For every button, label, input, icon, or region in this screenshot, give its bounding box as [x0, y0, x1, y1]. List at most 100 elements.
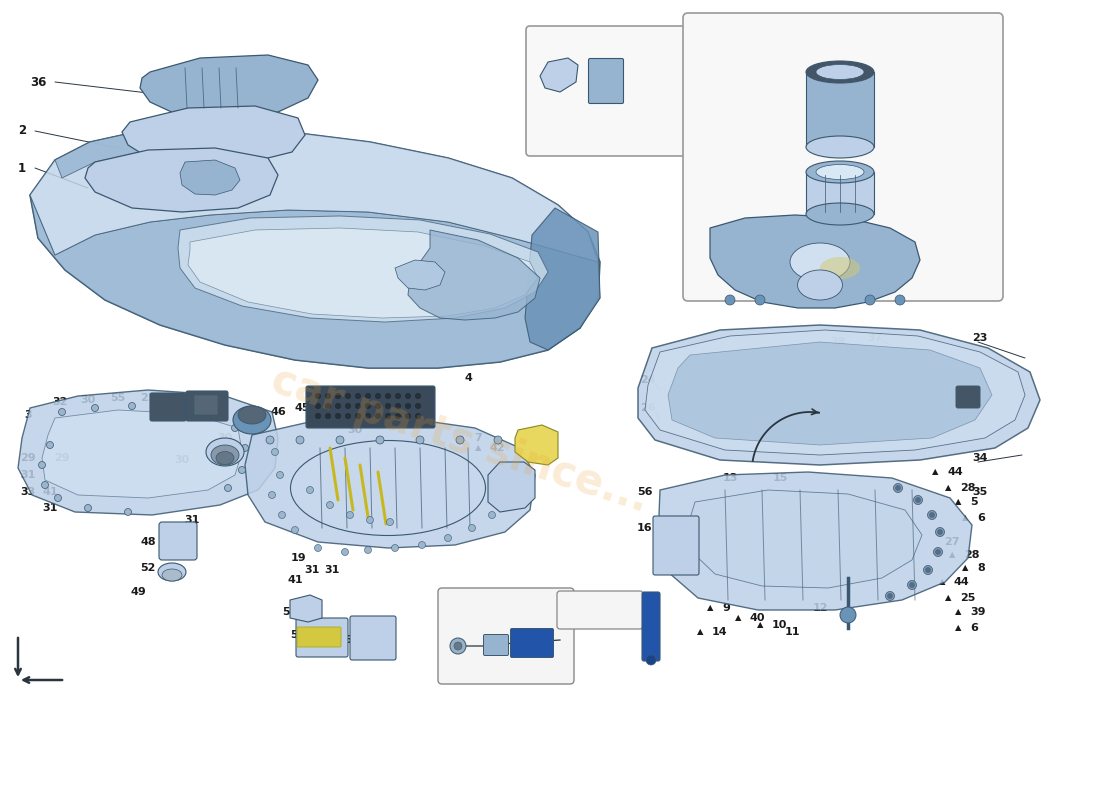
Circle shape: [895, 295, 905, 305]
Text: 46: 46: [271, 407, 286, 417]
Polygon shape: [30, 195, 600, 368]
Circle shape: [893, 483, 902, 493]
Polygon shape: [515, 425, 558, 465]
Text: 50: 50: [344, 635, 360, 645]
Circle shape: [326, 413, 331, 419]
Text: 57: 57: [449, 599, 464, 609]
Circle shape: [755, 295, 764, 305]
Circle shape: [375, 413, 381, 419]
Circle shape: [395, 413, 400, 419]
Circle shape: [129, 402, 135, 410]
FancyBboxPatch shape: [150, 393, 186, 421]
Polygon shape: [638, 325, 1040, 465]
Circle shape: [934, 547, 943, 557]
Circle shape: [165, 405, 172, 411]
Circle shape: [364, 546, 372, 554]
Circle shape: [366, 517, 374, 523]
Circle shape: [386, 518, 394, 526]
Circle shape: [278, 511, 286, 518]
Text: ▲: ▲: [961, 514, 968, 522]
Text: 42: 42: [490, 443, 506, 453]
Circle shape: [292, 526, 298, 534]
Circle shape: [239, 466, 245, 474]
Ellipse shape: [816, 65, 864, 79]
Ellipse shape: [798, 270, 843, 300]
Text: 22: 22: [200, 403, 216, 413]
FancyBboxPatch shape: [186, 391, 228, 421]
Text: ▲: ▲: [932, 467, 938, 477]
Text: 36: 36: [30, 75, 46, 89]
FancyBboxPatch shape: [642, 592, 660, 661]
Text: 17: 17: [234, 413, 250, 423]
Circle shape: [336, 413, 341, 419]
Circle shape: [365, 413, 371, 419]
Polygon shape: [658, 472, 972, 610]
Circle shape: [91, 405, 99, 411]
Ellipse shape: [158, 563, 186, 581]
Ellipse shape: [820, 257, 860, 279]
Circle shape: [935, 527, 945, 537]
Text: ▲: ▲: [955, 623, 961, 633]
Circle shape: [375, 403, 381, 409]
Text: 10: 10: [772, 620, 788, 630]
Ellipse shape: [806, 136, 874, 158]
Text: 40: 40: [750, 613, 766, 623]
Text: 47: 47: [312, 410, 328, 420]
Text: ▲: ▲: [948, 550, 955, 559]
Circle shape: [886, 591, 894, 601]
Text: 31: 31: [324, 565, 340, 575]
Polygon shape: [42, 410, 242, 498]
FancyBboxPatch shape: [296, 618, 348, 657]
Circle shape: [927, 510, 936, 519]
Polygon shape: [140, 55, 318, 118]
Circle shape: [39, 462, 45, 469]
Circle shape: [385, 403, 390, 409]
Text: ▲: ▲: [757, 621, 763, 630]
Text: 51: 51: [290, 630, 306, 640]
Circle shape: [242, 445, 249, 451]
Circle shape: [276, 471, 284, 478]
Ellipse shape: [806, 161, 874, 183]
Circle shape: [725, 295, 735, 305]
FancyBboxPatch shape: [956, 386, 980, 408]
Text: 64: 64: [548, 38, 564, 50]
Circle shape: [395, 393, 400, 399]
Circle shape: [888, 594, 892, 598]
FancyBboxPatch shape: [306, 386, 434, 428]
Polygon shape: [30, 128, 598, 262]
Text: ▲: ▲: [945, 483, 952, 493]
Circle shape: [865, 295, 874, 305]
Text: 21: 21: [141, 393, 156, 403]
Text: ▲ = 54: ▲ = 54: [579, 603, 621, 617]
Circle shape: [307, 486, 314, 494]
Circle shape: [405, 403, 410, 409]
Circle shape: [55, 494, 62, 502]
Polygon shape: [540, 58, 578, 92]
Text: 32: 32: [53, 397, 68, 407]
Circle shape: [454, 642, 462, 650]
Text: 26: 26: [640, 403, 656, 413]
Text: 16: 16: [637, 523, 652, 533]
Ellipse shape: [290, 441, 485, 535]
Circle shape: [913, 495, 923, 505]
Ellipse shape: [816, 165, 864, 179]
Ellipse shape: [216, 451, 234, 465]
Circle shape: [315, 545, 321, 551]
Text: 28: 28: [964, 550, 979, 560]
Circle shape: [345, 393, 351, 399]
Text: 45: 45: [295, 403, 310, 413]
Ellipse shape: [806, 61, 874, 83]
Text: 35: 35: [972, 487, 988, 497]
FancyBboxPatch shape: [510, 629, 553, 658]
Circle shape: [840, 607, 856, 623]
Text: 1: 1: [18, 162, 26, 174]
Ellipse shape: [211, 445, 239, 465]
Circle shape: [415, 393, 421, 399]
Circle shape: [231, 425, 239, 431]
Circle shape: [925, 567, 931, 573]
Circle shape: [345, 403, 351, 409]
Circle shape: [456, 436, 464, 444]
Text: 38: 38: [830, 337, 846, 347]
Circle shape: [375, 393, 381, 399]
Circle shape: [327, 502, 333, 509]
